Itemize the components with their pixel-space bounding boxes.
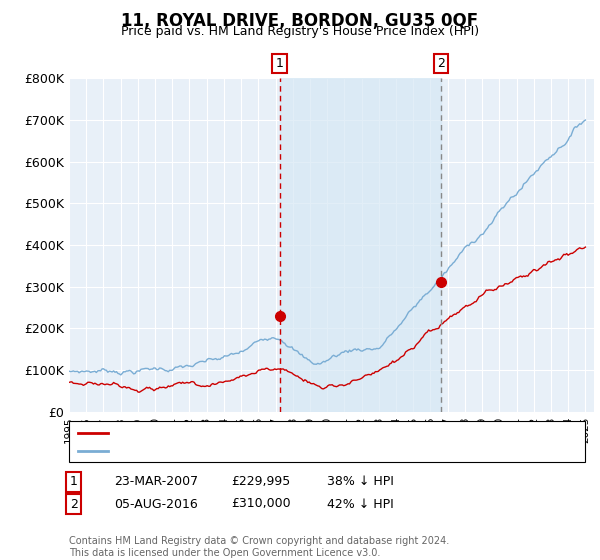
Text: £310,000: £310,000	[231, 497, 290, 511]
Text: 23-MAR-2007: 23-MAR-2007	[114, 475, 198, 488]
Text: 11, ROYAL DRIVE, BORDON, GU35 0QF: 11, ROYAL DRIVE, BORDON, GU35 0QF	[121, 12, 479, 30]
Text: 11, ROYAL DRIVE, BORDON, GU35 0QF (detached house): 11, ROYAL DRIVE, BORDON, GU35 0QF (detac…	[114, 426, 448, 439]
Text: 2: 2	[437, 57, 445, 70]
Text: 2: 2	[70, 497, 78, 511]
Text: Contains HM Land Registry data © Crown copyright and database right 2024.
This d: Contains HM Land Registry data © Crown c…	[69, 536, 449, 558]
Text: Price paid vs. HM Land Registry's House Price Index (HPI): Price paid vs. HM Land Registry's House …	[121, 25, 479, 38]
Bar	[280, 78, 440, 412]
Text: 1: 1	[275, 57, 283, 70]
Text: 38% ↓ HPI: 38% ↓ HPI	[327, 475, 394, 488]
Text: HPI: Average price, detached house, East Hampshire: HPI: Average price, detached house, East…	[114, 444, 425, 457]
Text: 42% ↓ HPI: 42% ↓ HPI	[327, 497, 394, 511]
Text: 05-AUG-2016: 05-AUG-2016	[114, 497, 198, 511]
Text: 1: 1	[70, 475, 78, 488]
Text: £229,995: £229,995	[231, 475, 290, 488]
